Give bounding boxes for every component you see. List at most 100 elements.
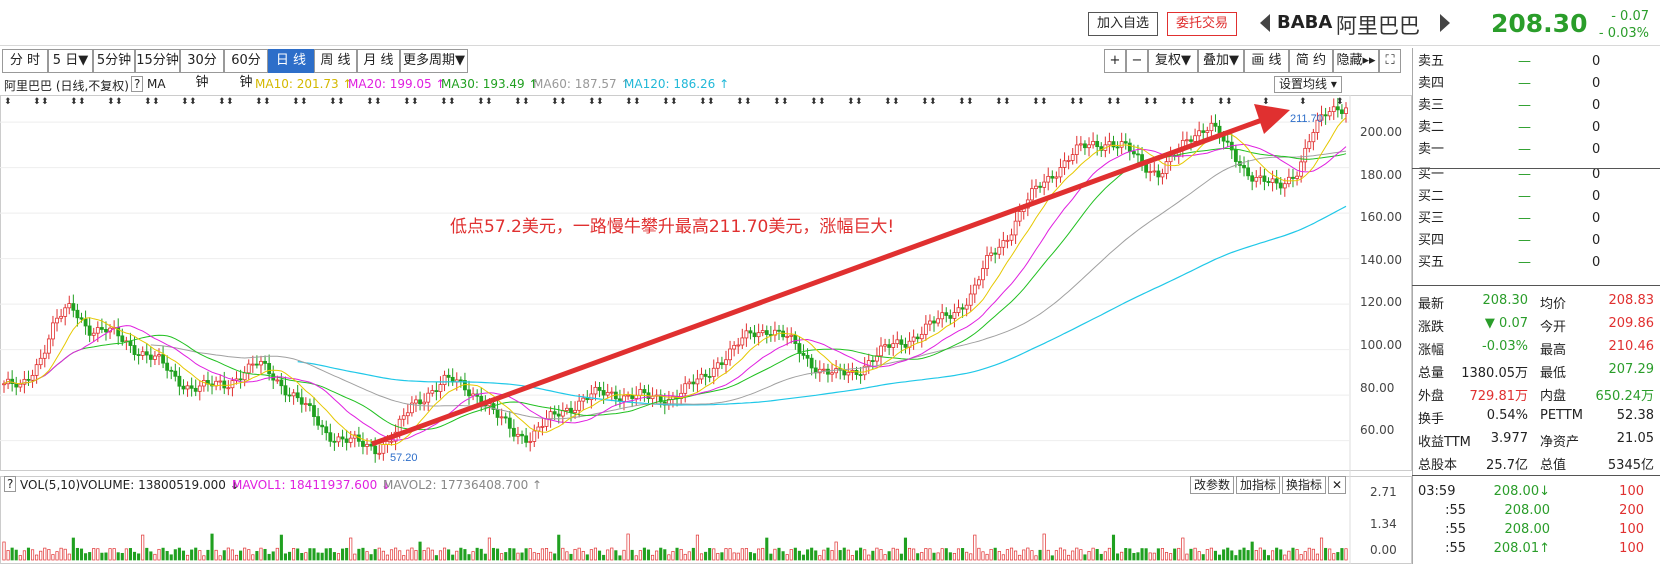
volume-bar	[985, 553, 989, 561]
event-marker-icon: ⬍	[1032, 97, 1040, 107]
switch-indicator-button[interactable]: 换指标	[1282, 476, 1327, 494]
edit-params-button[interactable]: 改参数	[1190, 476, 1235, 494]
volume-bar	[602, 554, 606, 561]
volume-bar	[1001, 554, 1005, 561]
candle-body	[1201, 130, 1206, 133]
period-30min[interactable]: 30分钟	[180, 49, 224, 90]
period-5min[interactable]: 5分钟	[93, 49, 135, 73]
candle-body	[936, 318, 940, 324]
tick-price: 208.00	[1504, 522, 1551, 537]
hide-button[interactable]: 隐藏▸▸	[1333, 49, 1379, 73]
volume-bar	[132, 551, 137, 561]
candle-body	[1107, 141, 1112, 146]
event-marker-icon: ⬍	[1180, 97, 1188, 107]
volume-bar	[141, 534, 145, 561]
candle-body	[605, 392, 610, 396]
help-icon[interactable]: ?	[131, 76, 144, 92]
zoom-in-button[interactable]: +	[1104, 49, 1126, 73]
volume-bar	[1156, 548, 1160, 561]
candle-body	[972, 284, 977, 295]
volume-bar	[1250, 541, 1254, 561]
ask-label: 卖三	[1418, 98, 1445, 113]
set-ma-button[interactable]: 设置均线 ▾	[1274, 76, 1342, 93]
close-indicator-icon[interactable]: ✕	[1328, 476, 1347, 494]
candle-body	[377, 452, 382, 455]
tick-price: 208.00↓	[1493, 484, 1550, 499]
fullscreen-icon[interactable]: ⛶	[1379, 49, 1401, 73]
candle-body	[565, 407, 569, 411]
volume-bar	[275, 547, 279, 561]
candle-body	[46, 338, 51, 354]
volume-bar	[218, 555, 222, 561]
prev-stock-icon[interactable]	[1260, 14, 1270, 32]
zoom-out-button[interactable]: −	[1126, 49, 1148, 73]
candle-body	[1062, 160, 1067, 168]
volume-bar	[838, 550, 842, 561]
candle-body	[956, 307, 961, 313]
volume-bar	[186, 554, 190, 561]
stat-label: 今开	[1540, 320, 1567, 335]
candle-body	[883, 344, 887, 347]
volume-bar	[1005, 549, 1009, 561]
volume-bar	[508, 548, 512, 561]
volume-bar	[487, 537, 491, 561]
candle-body	[1266, 181, 1271, 183]
simple-button[interactable]: 简 约	[1289, 49, 1333, 73]
candle-body	[446, 374, 451, 378]
candle-body	[691, 381, 696, 385]
candle-body	[589, 393, 594, 401]
volume-bar	[557, 534, 561, 561]
candle-body	[1005, 239, 1010, 242]
period-timeshare[interactable]: 分 时	[2, 49, 48, 73]
volume-bar	[63, 548, 67, 561]
volume-bar	[345, 547, 349, 561]
period-15min[interactable]: 15分钟	[135, 49, 180, 73]
volume-bar	[169, 554, 173, 561]
event-marker-icon: ⬍	[1077, 97, 1085, 107]
volume-bar	[1213, 550, 1218, 561]
bid-volume: 0	[1592, 167, 1601, 182]
volume-bar	[1344, 548, 1348, 561]
ma60-line	[150, 150, 1347, 420]
volume-bar	[1193, 547, 1197, 561]
period-5day[interactable]: 5 日▼	[48, 49, 93, 73]
event-marker-icon: ⬍	[559, 97, 567, 107]
period-monthly[interactable]: 月 线	[357, 49, 400, 73]
volume-bar	[442, 547, 447, 561]
volume-bar	[1218, 554, 1222, 561]
add-watchlist-button[interactable]: 加入自选	[1088, 12, 1159, 36]
candle-body	[140, 351, 145, 356]
period-weekly[interactable]: 周 线	[314, 49, 357, 73]
candle-body	[528, 441, 533, 443]
ma20-line	[3, 143, 1347, 441]
period-daily[interactable]: 日 线	[268, 49, 314, 73]
candle-body	[1209, 122, 1214, 132]
stat-label: 最高	[1540, 343, 1567, 358]
add-indicator-button[interactable]: 加指标	[1236, 476, 1281, 494]
period-60min[interactable]: 60分钟	[224, 49, 268, 90]
volume-bar	[630, 549, 634, 561]
candle-body	[275, 379, 280, 382]
candle-body	[573, 409, 577, 413]
price-tick-label: 120.00	[1360, 295, 1402, 309]
next-stock-icon[interactable]	[1440, 14, 1450, 32]
volume-bar	[1324, 547, 1328, 561]
volume-bar	[744, 548, 748, 561]
overlay-button[interactable]: 叠加▼	[1198, 49, 1244, 73]
volume-bar	[944, 548, 948, 561]
volume-help-icon[interactable]: ?	[4, 476, 17, 492]
candle-body	[711, 367, 716, 377]
volume-bar	[243, 547, 247, 561]
adjust-button[interactable]: 复权▼	[1148, 49, 1198, 73]
trade-button[interactable]: 委托交易	[1167, 12, 1238, 36]
candle-body	[1307, 141, 1312, 149]
volume-bar	[1230, 550, 1234, 561]
volume-bar	[875, 547, 879, 561]
draw-line-button[interactable]: 画 线	[1244, 49, 1289, 73]
bid-volume: 0	[1592, 211, 1601, 226]
candle-body	[1115, 146, 1120, 149]
event-marker-icon: ⬍	[1225, 97, 1233, 107]
period-more[interactable]: 更多周期▼	[400, 49, 468, 73]
volume-bar	[1120, 551, 1124, 561]
event-marker-icon: ⬍	[1151, 97, 1159, 107]
